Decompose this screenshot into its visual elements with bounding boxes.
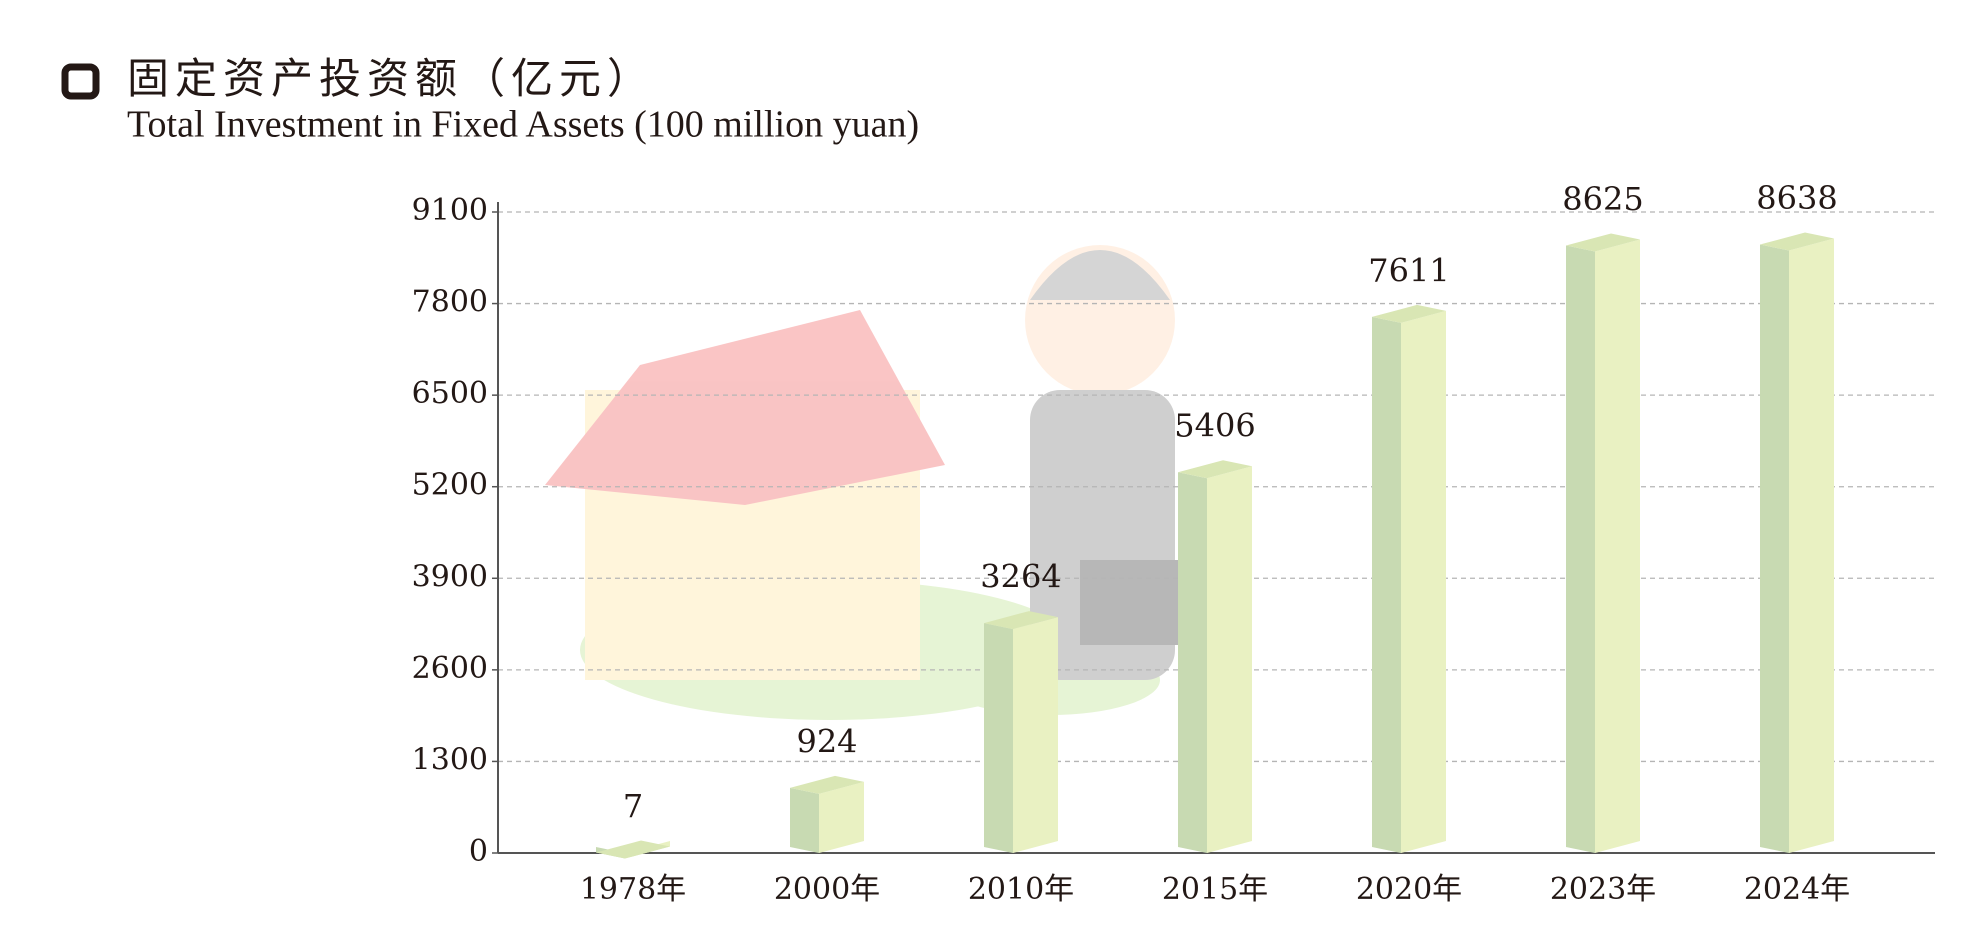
value-label: 7 — [623, 787, 643, 825]
x-tick-label: 1978年 — [580, 872, 686, 907]
bar-left-face — [1178, 472, 1207, 853]
bar — [1372, 304, 1446, 853]
bar — [1178, 460, 1252, 853]
chart-title: 固定资产投资额（亿元） — [127, 54, 655, 103]
bar-top-face — [984, 611, 1058, 630]
title-icon — [61, 63, 100, 100]
x-tick-label: 2023年 — [1550, 872, 1656, 907]
x-tick-label: 2024年 — [1744, 872, 1850, 907]
bar-right-face — [1207, 466, 1252, 853]
bar-left-face — [1760, 244, 1789, 853]
bar — [790, 775, 864, 853]
y-tick-label: 6500 — [412, 376, 488, 411]
bar-right-face — [1401, 310, 1446, 853]
value-label: 5406 — [1174, 407, 1255, 445]
y-tick-label: 5200 — [412, 468, 488, 503]
bar-top-face — [1566, 233, 1640, 252]
bar-top-face — [1372, 304, 1446, 323]
x-tick-label: 2020年 — [1356, 872, 1462, 907]
bar-right-face — [1595, 239, 1640, 853]
bar-right-face — [1789, 238, 1834, 853]
chart-subtitle: Total Investment in Fixed Assets (100 mi… — [127, 104, 919, 146]
decoration-house — [545, 245, 1190, 720]
bar-top-face — [1760, 232, 1834, 251]
x-tick-label: 2000年 — [774, 872, 880, 907]
x-tick-label: 2010年 — [968, 872, 1074, 907]
bar-top-face — [596, 840, 670, 859]
x-tick-label: 2015年 — [1162, 872, 1268, 907]
y-tick-label: 7800 — [412, 285, 488, 320]
bar — [1760, 232, 1834, 853]
y-tick-label: 0 — [469, 834, 488, 869]
y-tick-label: 2600 — [412, 651, 488, 686]
value-label: 924 — [796, 722, 857, 760]
bar-left-face — [1566, 245, 1595, 853]
y-tick-label: 9100 — [412, 193, 488, 228]
bar-top-face — [790, 775, 864, 794]
value-label: 3264 — [980, 558, 1061, 596]
bar-right-face — [819, 781, 864, 853]
y-tick-label: 3900 — [412, 559, 488, 594]
bar-left-face — [1372, 316, 1401, 853]
bar-top-face — [1178, 460, 1252, 479]
value-label: 8638 — [1756, 179, 1837, 217]
bar — [1566, 233, 1640, 853]
value-label: 8625 — [1562, 180, 1643, 218]
value-label: 7611 — [1368, 251, 1449, 289]
bar-left-face — [790, 787, 819, 853]
y-tick-label: 1300 — [412, 742, 488, 777]
bar — [984, 611, 1058, 853]
bar — [596, 840, 670, 859]
bar-right-face — [1013, 617, 1058, 853]
bar-left-face — [984, 623, 1013, 853]
